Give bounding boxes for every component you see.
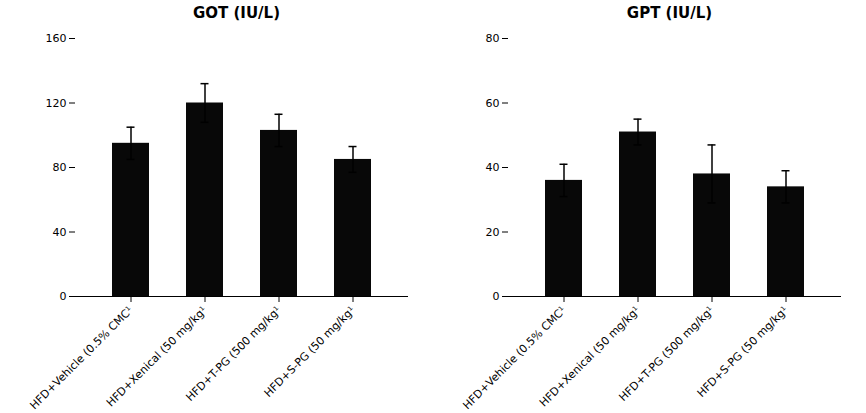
svg-text:HFD+Vehicle (0.5% CMC¹: HFD+Vehicle (0.5% CMC¹: [460, 303, 569, 412]
svg-text:HFD+T-PG (500 mg/kg¹: HFD+T-PG (500 mg/kg¹: [616, 303, 717, 404]
svg-text:0: 0: [493, 290, 500, 303]
svg-text:160: 160: [46, 32, 67, 45]
svg-text:40: 40: [53, 226, 67, 239]
svg-text:0: 0: [60, 290, 67, 303]
svg-text:HFD+S-PG (50 mg/kg¹: HFD+S-PG (50 mg/kg¹: [695, 304, 791, 400]
svg-text:HFD+S-PG (50 mg/kg¹: HFD+S-PG (50 mg/kg¹: [262, 304, 358, 400]
svg-text:HFD+Vehicle (0.5% CMC¹: HFD+Vehicle (0.5% CMC¹: [27, 303, 136, 412]
svg-text:120: 120: [46, 97, 67, 110]
svg-text:HFD+T-PG (500 mg/kg¹: HFD+T-PG (500 mg/kg¹: [183, 303, 284, 404]
svg-text:60: 60: [486, 97, 500, 110]
svg-text:20: 20: [486, 226, 500, 239]
html-text:GPT (IU/L): GPT (IU/L): [626, 4, 713, 22]
html-text:GOT (IU/L): GOT (IU/L): [193, 4, 280, 22]
svg-text:40: 40: [486, 161, 500, 174]
svg-text:HFD+Xenical (50 mg/kg¹: HFD+Xenical (50 mg/kg¹: [537, 303, 643, 410]
svg-text:HFD+Xenical (50 mg/kg¹: HFD+Xenical (50 mg/kg¹: [104, 303, 210, 410]
svg-text:80: 80: [486, 32, 500, 45]
svg-text:80: 80: [53, 161, 67, 174]
